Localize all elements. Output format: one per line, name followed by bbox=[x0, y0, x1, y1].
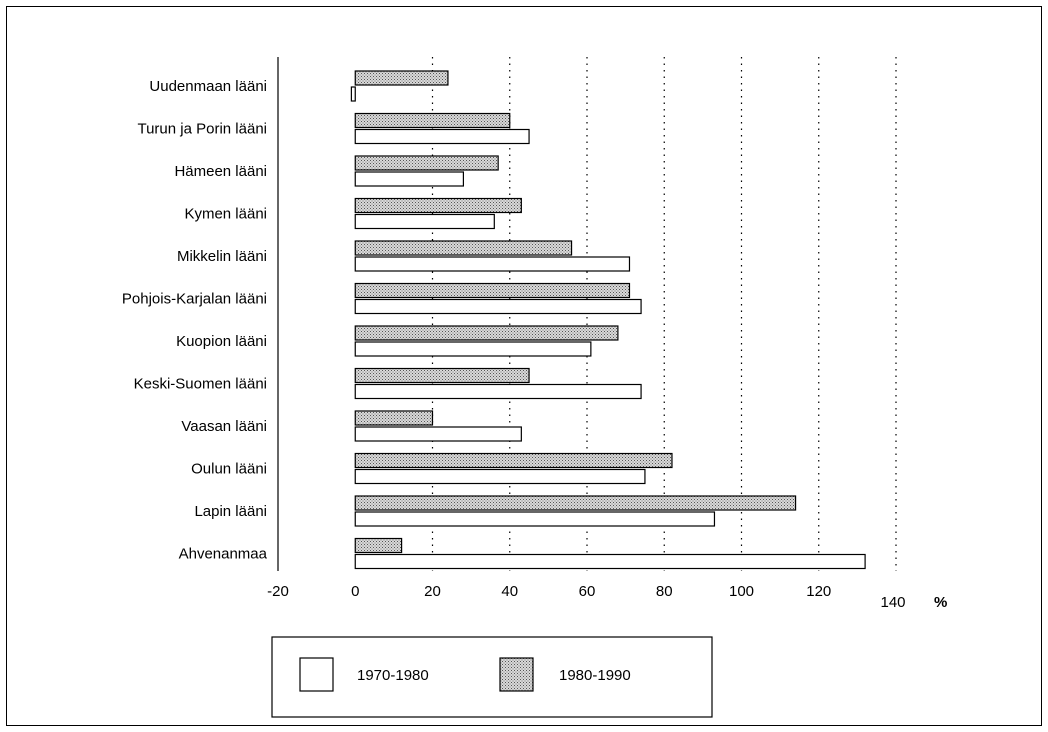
x-tick-label: 120 bbox=[806, 583, 831, 600]
bar-1980-1990 bbox=[354, 325, 619, 341]
x-tick-labels: -20 0 20 40 60 80 100 120 140 bbox=[267, 583, 905, 611]
bar-1980-1990 bbox=[354, 240, 573, 256]
category-label: Kymen lääni bbox=[184, 206, 267, 223]
bar-1970-1980 bbox=[354, 298, 642, 315]
category-label: Uudenmaan lääni bbox=[149, 78, 267, 95]
legend-swatch bbox=[499, 657, 534, 692]
bar-1980-1990 bbox=[354, 112, 511, 129]
x-tick-label: 40 bbox=[501, 583, 518, 600]
x-tick-label: 80 bbox=[656, 583, 673, 600]
category-label: Lapin lääni bbox=[194, 503, 267, 520]
bar-1970-1980 bbox=[354, 341, 592, 357]
bar-1980-1990 bbox=[354, 452, 673, 469]
x-tick-label: 140 bbox=[880, 594, 905, 611]
bars bbox=[350, 70, 866, 570]
bar-1980-1990 bbox=[354, 197, 522, 214]
bar-1980-1990 bbox=[354, 70, 449, 86]
bar-1980-1990 bbox=[354, 367, 530, 384]
bar-1970-1980 bbox=[354, 213, 495, 230]
x-tick-label: 100 bbox=[729, 583, 754, 600]
x-tick-label: 60 bbox=[579, 583, 596, 600]
x-unit-label: % bbox=[934, 594, 947, 611]
legend: 1970-1980 1980-1990 bbox=[271, 636, 713, 718]
bar-1970-1980 bbox=[354, 426, 522, 442]
category-label: Oulun lääni bbox=[191, 461, 267, 478]
bar-1970-1980 bbox=[354, 511, 716, 527]
category-label: Turun ja Porin lääni bbox=[137, 121, 267, 138]
legend-box bbox=[271, 636, 713, 718]
category-label: Pohjois-Karjalan lääni bbox=[122, 291, 267, 308]
chart-frame: Uudenmaan lääni Turun ja Porin lääni Hämee… bbox=[6, 6, 1042, 726]
category-labels: Uudenmaan lääni Turun ja Porin lääni Hämee… bbox=[122, 78, 268, 563]
x-tick-label: -20 bbox=[267, 583, 289, 600]
category-label: Ahvenanmaa bbox=[179, 546, 268, 563]
legend-swatch bbox=[299, 657, 334, 692]
bar-chart: Uudenmaan lääni Turun ja Porin lääni Hämee… bbox=[122, 57, 947, 718]
legend-label: 1980-1990 bbox=[559, 667, 631, 684]
bar-1970-1980 bbox=[354, 256, 631, 272]
category-label: Hämeen lääni bbox=[174, 163, 267, 180]
category-label: Mikkelin lääni bbox=[177, 248, 267, 265]
bar-1980-1990 bbox=[354, 155, 499, 171]
x-tick-label: 20 bbox=[424, 583, 441, 600]
bar-1970-1980 bbox=[354, 171, 465, 187]
category-label: Kuopion lääni bbox=[176, 333, 267, 350]
bar-1970-1980 bbox=[354, 553, 866, 570]
bar-1980-1990 bbox=[354, 537, 403, 554]
bar-1980-1990 bbox=[354, 495, 797, 511]
bar-1970-1980 bbox=[354, 383, 642, 400]
bar-1970-1980 bbox=[354, 128, 530, 145]
bar-1970-1980 bbox=[354, 468, 646, 485]
x-tick-label: 0 bbox=[351, 583, 359, 600]
category-label: Vaasan lääni bbox=[181, 418, 267, 435]
bar-1980-1990 bbox=[354, 410, 434, 426]
legend-label: 1970-1980 bbox=[357, 667, 429, 684]
bar-1970-1980 bbox=[350, 86, 356, 102]
bar-1980-1990 bbox=[354, 282, 631, 299]
category-label: Keski-Suomen lääni bbox=[134, 376, 267, 393]
